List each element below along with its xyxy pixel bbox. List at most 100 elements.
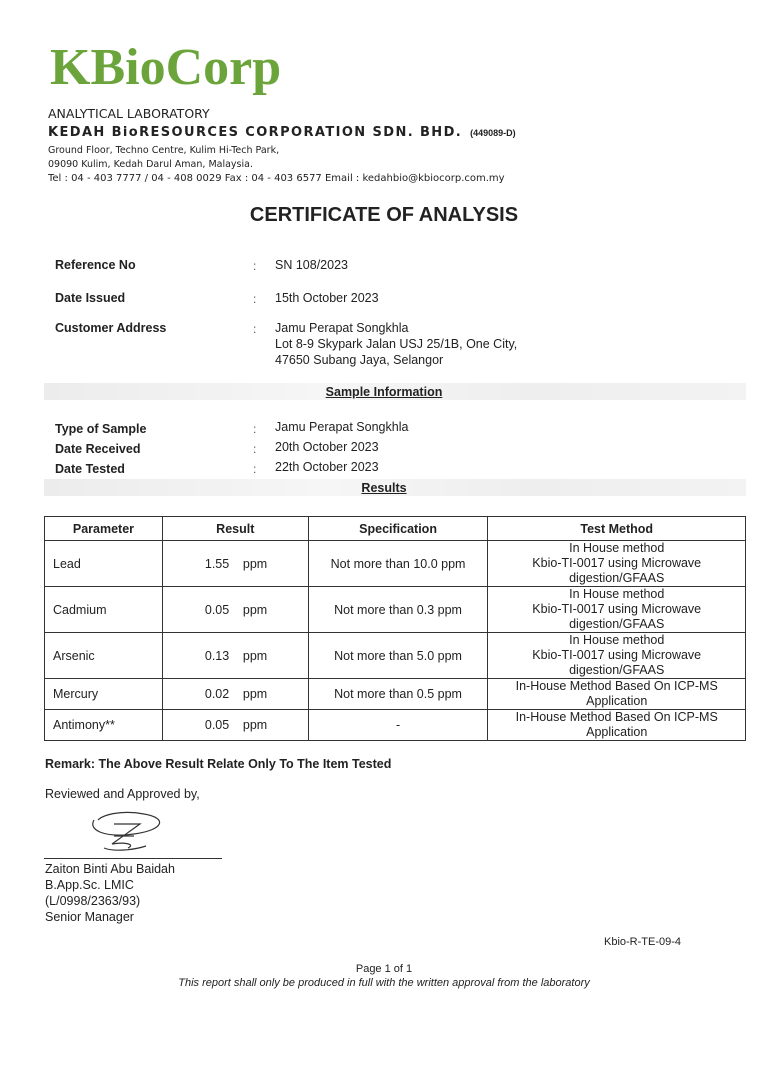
method-line: In-House Method Based On ICP-MS: [515, 679, 718, 693]
section-band: [44, 479, 746, 496]
table-row: Cadmium 0.05 ppm Not more than 0.3 ppm In…: [44, 586, 746, 633]
signatory-name: Zaiton Binti Abu Baidah: [45, 862, 175, 876]
customer-address-value: Jamu Perapat Songkhla Lot 8-9 Skypark Ja…: [275, 320, 517, 368]
column-header: Test Method: [487, 516, 746, 541]
result-unit: ppm: [242, 602, 268, 617]
company-name: KEDAH BioRESOURCES CORPORATION SDN. BHD.…: [48, 125, 516, 140]
address-line: 47650 Subang Jaya, Selangor: [275, 353, 444, 367]
form-code: Kbio-R-TE-09-4: [604, 936, 682, 948]
result-unit: ppm: [242, 648, 268, 663]
test-method-cell: In House method Kbio-TI-0017 using Microw…: [487, 540, 746, 587]
result-value: 0.05: [204, 602, 230, 617]
specification-cell: Not more than 0.3 ppm: [307, 586, 489, 633]
parameter-cell: Antimony**: [44, 709, 163, 741]
results-table: Parameter Result Specification Test Meth…: [44, 516, 746, 741]
method-line: In House method: [569, 541, 665, 555]
test-method-cell: In House method Kbio-TI-0017 using Microw…: [487, 586, 746, 633]
parameter-cell: Lead: [44, 540, 163, 587]
signature-line: [44, 858, 222, 859]
type-of-sample-value: Jamu Perapat Songkhla: [275, 420, 409, 434]
address-line: Lot 8-9 Skypark Jalan USJ 25/1B, One Cit…: [275, 337, 518, 351]
method-line: Kbio-TI-0017 using Microwave: [532, 602, 702, 616]
method-line: Kbio-TI-0017 using Microwave: [532, 556, 702, 570]
result-cell: 0.02 ppm: [161, 678, 309, 710]
signatory-block: Zaiton Binti Abu Baidah B.App.Sc. LMIC (…: [45, 861, 175, 925]
result-cell: 1.55 ppm: [161, 540, 309, 587]
method-line: digestion/GFAAS: [569, 571, 665, 585]
specification-cell: -: [307, 709, 489, 741]
date-issued-label: Date Issued: [55, 291, 126, 305]
type-of-sample-label: Type of Sample: [55, 422, 147, 436]
address-line-2: 09090 Kulim, Kedah Darul Aman, Malaysia.: [48, 159, 253, 170]
method-line: digestion/GFAAS: [569, 617, 665, 631]
table-row: Antimony** 0.05 ppm - In-House Method Bas…: [44, 709, 746, 741]
colon: :: [253, 292, 257, 306]
table-row: Lead 1.55 ppm Not more than 10.0 ppm In H…: [44, 540, 746, 587]
method-line: digestion/GFAAS: [569, 663, 665, 677]
date-received-value: 20th October 2023: [275, 440, 379, 454]
specification-cell: Not more than 5.0 ppm: [307, 632, 489, 679]
method-line: Application: [586, 694, 648, 708]
colon: :: [253, 259, 257, 273]
result-cell: 0.05 ppm: [161, 709, 309, 741]
result-unit: ppm: [242, 556, 268, 571]
table-row: Mercury 0.02 ppm Not more than 0.5 ppm In…: [44, 678, 746, 710]
document-title: CERTIFICATE OF ANALYSIS: [249, 204, 519, 226]
contact-line: Tel : 04 - 403 7777 / 04 - 408 0029 Fax …: [48, 173, 505, 184]
division-name: ANALYTICAL LABORATORY: [48, 106, 210, 121]
page-number: Page 1 of 1: [355, 963, 413, 975]
reference-value: SN 108/2023: [275, 258, 348, 272]
column-header: Result: [161, 516, 309, 541]
company-logo: KBioCorp: [50, 39, 282, 96]
specification-cell: Not more than 10.0 ppm: [307, 540, 489, 587]
colon: :: [253, 322, 257, 336]
result-cell: 0.13 ppm: [161, 632, 309, 679]
colon: :: [253, 422, 257, 436]
method-line: Kbio-TI-0017 using Microwave: [532, 648, 702, 662]
result-value: 0.05: [204, 718, 230, 732]
results-heading: Results: [361, 481, 407, 495]
result-cell: 0.05 ppm: [161, 586, 309, 633]
parameter-cell: Cadmium: [44, 586, 163, 633]
test-method-cell: In-House Method Based On ICP-MS Applicati…: [487, 678, 746, 710]
sample-information-heading: Sample Information: [325, 385, 443, 399]
signatory-qualification: B.App.Sc. LMIC: [45, 878, 134, 892]
test-method-cell: In House method Kbio-TI-0017 using Microw…: [487, 632, 746, 679]
signatory-license: (L/0998/2363/93): [45, 894, 141, 908]
result-unit: ppm: [242, 718, 268, 732]
method-line: In House method: [569, 587, 665, 601]
parameter-cell: Mercury: [44, 678, 163, 710]
section-band: [44, 383, 746, 400]
date-received-label: Date Received: [55, 442, 141, 456]
specification-cell: Not more than 0.5 ppm: [307, 678, 489, 710]
date-tested-label: Date Tested: [55, 462, 125, 476]
date-tested-value: 22th October 2023: [275, 460, 379, 474]
company-name-text: KEDAH BioRESOURCES CORPORATION SDN. BHD.: [48, 125, 463, 140]
date-issued-value: 15th October 2023: [275, 291, 379, 305]
table-row: Arsenic 0.13 ppm Not more than 5.0 ppm In…: [44, 632, 746, 679]
result-value: 1.55: [204, 556, 230, 571]
method-line: In-House Method Based On ICP-MS: [515, 710, 718, 724]
result-value: 0.13: [204, 648, 230, 663]
method-line: In House method: [569, 633, 665, 647]
signature: [92, 811, 161, 851]
address-line: Jamu Perapat Songkhla: [275, 321, 409, 335]
method-line: Application: [586, 725, 648, 739]
test-method-cell: In-House Method Based On ICP-MS Applicati…: [487, 709, 746, 741]
approval-label: Reviewed and Approved by,: [45, 787, 200, 801]
column-header: Specification: [307, 516, 489, 541]
address-line-1: Ground Floor, Techno Centre, Kulim Hi-Te…: [48, 145, 280, 156]
colon: :: [253, 462, 257, 476]
result-unit: ppm: [242, 687, 268, 701]
registration-number: (449089-D): [470, 128, 516, 138]
signatory-position: Senior Manager: [45, 910, 134, 924]
column-header: Parameter: [44, 516, 163, 541]
table-header-row: Parameter Result Specification Test Meth…: [44, 516, 746, 541]
reference-label: Reference No: [55, 258, 136, 272]
footer-note: This report shall only be produced in fu…: [178, 977, 590, 989]
parameter-cell: Arsenic: [44, 632, 163, 679]
customer-address-label: Customer Address: [55, 321, 167, 335]
colon: :: [253, 442, 257, 456]
remark: Remark: The Above Result Relate Only To …: [45, 757, 392, 771]
